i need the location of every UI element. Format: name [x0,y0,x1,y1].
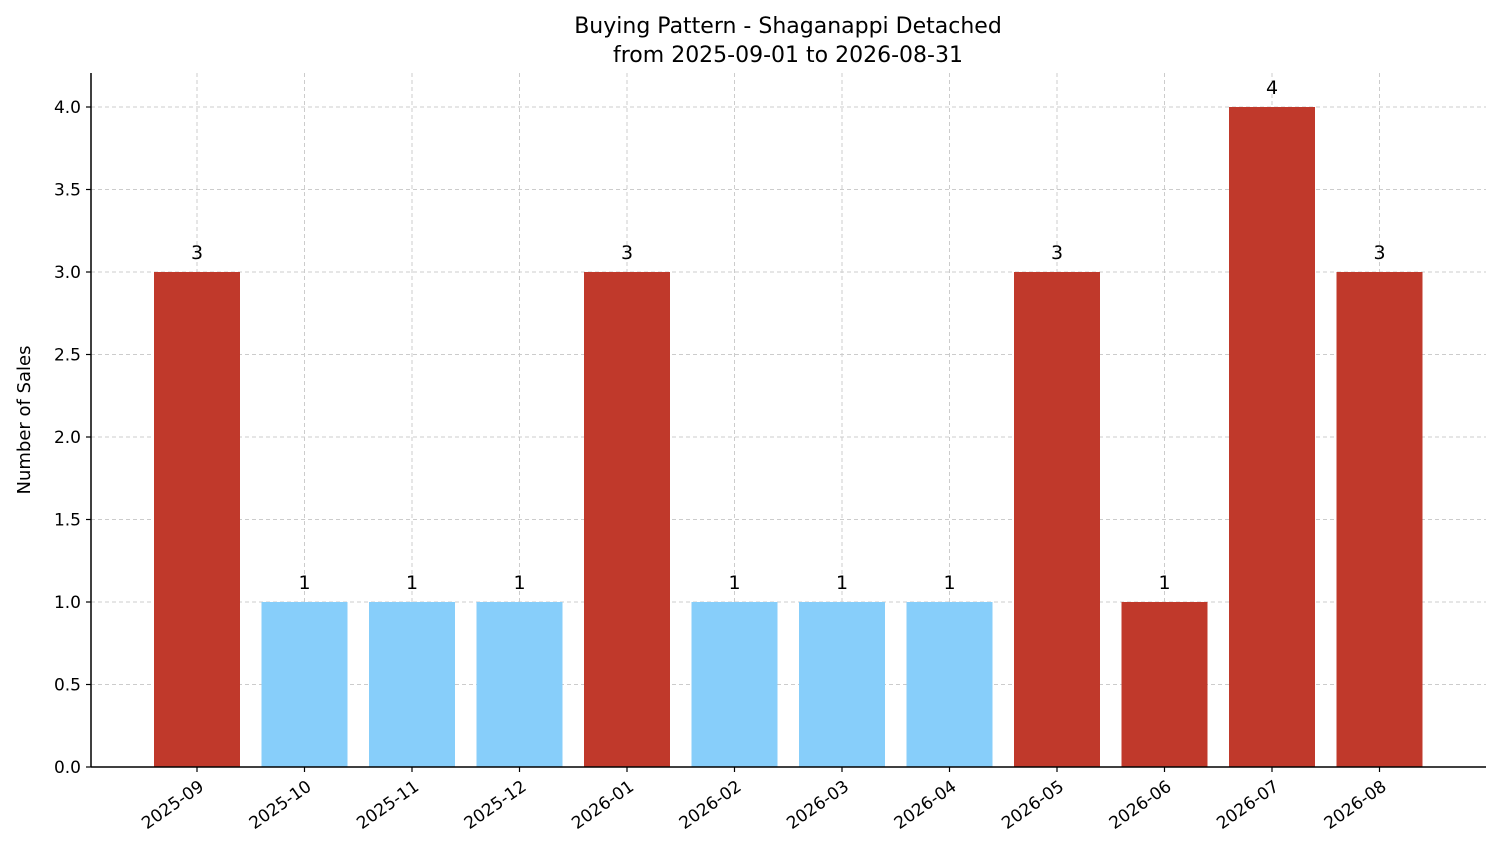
y-tick-label: 4.0 [54,98,81,118]
x-tick-label: 2025-12 [461,777,531,834]
bar-2025-12 [476,602,563,767]
y-tick-label: 3.0 [54,263,81,283]
bar-value-label: 1 [298,572,310,594]
bar-2026-08 [1336,272,1423,767]
y-tick-label: 2.0 [54,428,81,448]
bar-2026-03 [799,602,885,767]
y-axis-label: Number of Sales [14,345,35,494]
y-tick-label: 0.5 [54,676,81,696]
bar-value-label: 1 [1158,572,1170,594]
bar-2026-07 [1229,107,1315,767]
y-tick-label: 0.0 [54,758,81,778]
chart-subtitle: from 2025-09-01 to 2026-08-31 [613,43,963,68]
bar-value-label: 1 [406,572,418,594]
x-tick-label: 2026-08 [1321,777,1391,834]
bar-2025-10 [261,602,348,767]
x-tick-label: 2026-01 [568,777,638,834]
bar-value-label: 1 [836,572,848,594]
y-tick-label: 3.5 [54,181,81,201]
x-tick-label: 2025-10 [246,777,316,834]
bar-2026-02 [691,602,778,767]
bar-value-label: 3 [1373,242,1385,264]
x-tick-label: 2026-04 [891,777,961,834]
bar-value-label: 1 [943,572,955,594]
bars [154,107,1423,767]
bar-value-label: 3 [621,242,633,264]
y-tick-label: 1.0 [54,593,81,613]
bar-2025-09 [154,272,240,767]
axes [90,73,1486,768]
x-tick-label: 2026-02 [676,777,746,834]
x-tick-label: 2026-06 [1106,777,1176,834]
bar-2026-06 [1121,602,1208,767]
x-tick-label: 2025-09 [138,777,208,834]
y-tick-label: 2.5 [54,346,81,366]
bar-2026-04 [906,602,993,767]
x-tick-label: 2025-11 [353,777,423,834]
y-tick-label: 1.5 [54,511,81,531]
bar-value-label: 3 [191,242,203,264]
bar-2026-05 [1014,272,1100,767]
bar-value-label: 4 [1266,77,1278,99]
bar-value-label: 3 [1051,242,1063,264]
bar-2026-01 [584,272,670,767]
bar-value-label: 1 [728,572,740,594]
data-labels: 3 1 1 1 3 1 1 1 3 1 4 3 [191,77,1386,594]
bar-2025-11 [369,602,455,767]
x-tick-label: 2026-03 [783,777,853,834]
x-tick-label: 2026-05 [998,777,1068,834]
x-tick-label: 2026-07 [1213,777,1283,834]
bar-value-label: 1 [513,572,525,594]
chart-title: Buying Pattern - Shaganappi Detached [574,14,1002,39]
